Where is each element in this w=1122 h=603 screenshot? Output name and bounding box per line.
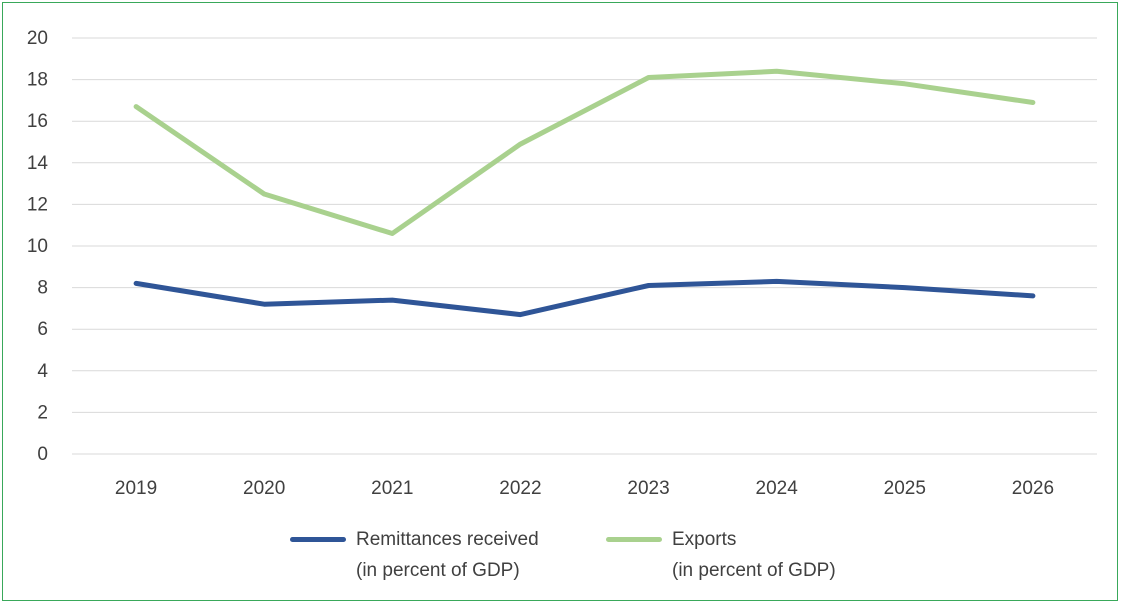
x-tick-label: 2022 bbox=[499, 478, 541, 499]
x-tick-label: 2021 bbox=[371, 478, 413, 499]
x-tick-label: 2025 bbox=[884, 478, 926, 499]
legend-sublabel-exports: (in percent of GDP) bbox=[672, 560, 836, 581]
series-line-1 bbox=[133, 68, 1036, 236]
y-tick-label: 10 bbox=[27, 236, 48, 257]
y-tick-label: 0 bbox=[37, 444, 48, 465]
x-axis-tick-labels: 2019 2020 2021 2022 2023 2024 2025 2026 bbox=[115, 478, 1054, 499]
legend-swatch-remittances bbox=[290, 537, 346, 542]
series-line-0 bbox=[133, 278, 1036, 318]
y-tick-label: 18 bbox=[27, 70, 48, 91]
y-tick-label: 12 bbox=[27, 194, 48, 215]
y-tick-label: 16 bbox=[27, 111, 48, 132]
legend-label-remittances: Remittances received bbox=[356, 529, 539, 550]
y-tick-label: 20 bbox=[27, 28, 48, 49]
series-lines bbox=[133, 68, 1036, 318]
x-tick-label: 2020 bbox=[243, 478, 285, 499]
y-tick-label: 6 bbox=[37, 319, 48, 340]
legend-item-exports: Exports (in percent of GDP) bbox=[606, 524, 836, 586]
legend-item-remittances: Remittances received (in percent of GDP) bbox=[290, 524, 539, 586]
y-tick-label: 8 bbox=[37, 278, 48, 299]
x-tick-label: 2026 bbox=[1012, 478, 1054, 499]
legend-swatch-exports bbox=[606, 537, 662, 542]
y-tick-label: 14 bbox=[27, 153, 49, 174]
y-tick-label: 2 bbox=[37, 402, 48, 423]
legend-label-exports: Exports bbox=[672, 529, 737, 550]
x-tick-label: 2023 bbox=[627, 478, 669, 499]
x-tick-label: 2019 bbox=[115, 478, 157, 499]
y-axis-tick-labels: 0 2 4 6 8 10 12 14 16 18 20 bbox=[27, 28, 49, 465]
x-tick-label: 2024 bbox=[756, 478, 799, 499]
gridlines bbox=[72, 37, 1097, 413]
y-tick-label: 4 bbox=[37, 361, 48, 382]
legend-sublabel-remittances: (in percent of GDP) bbox=[356, 560, 520, 581]
